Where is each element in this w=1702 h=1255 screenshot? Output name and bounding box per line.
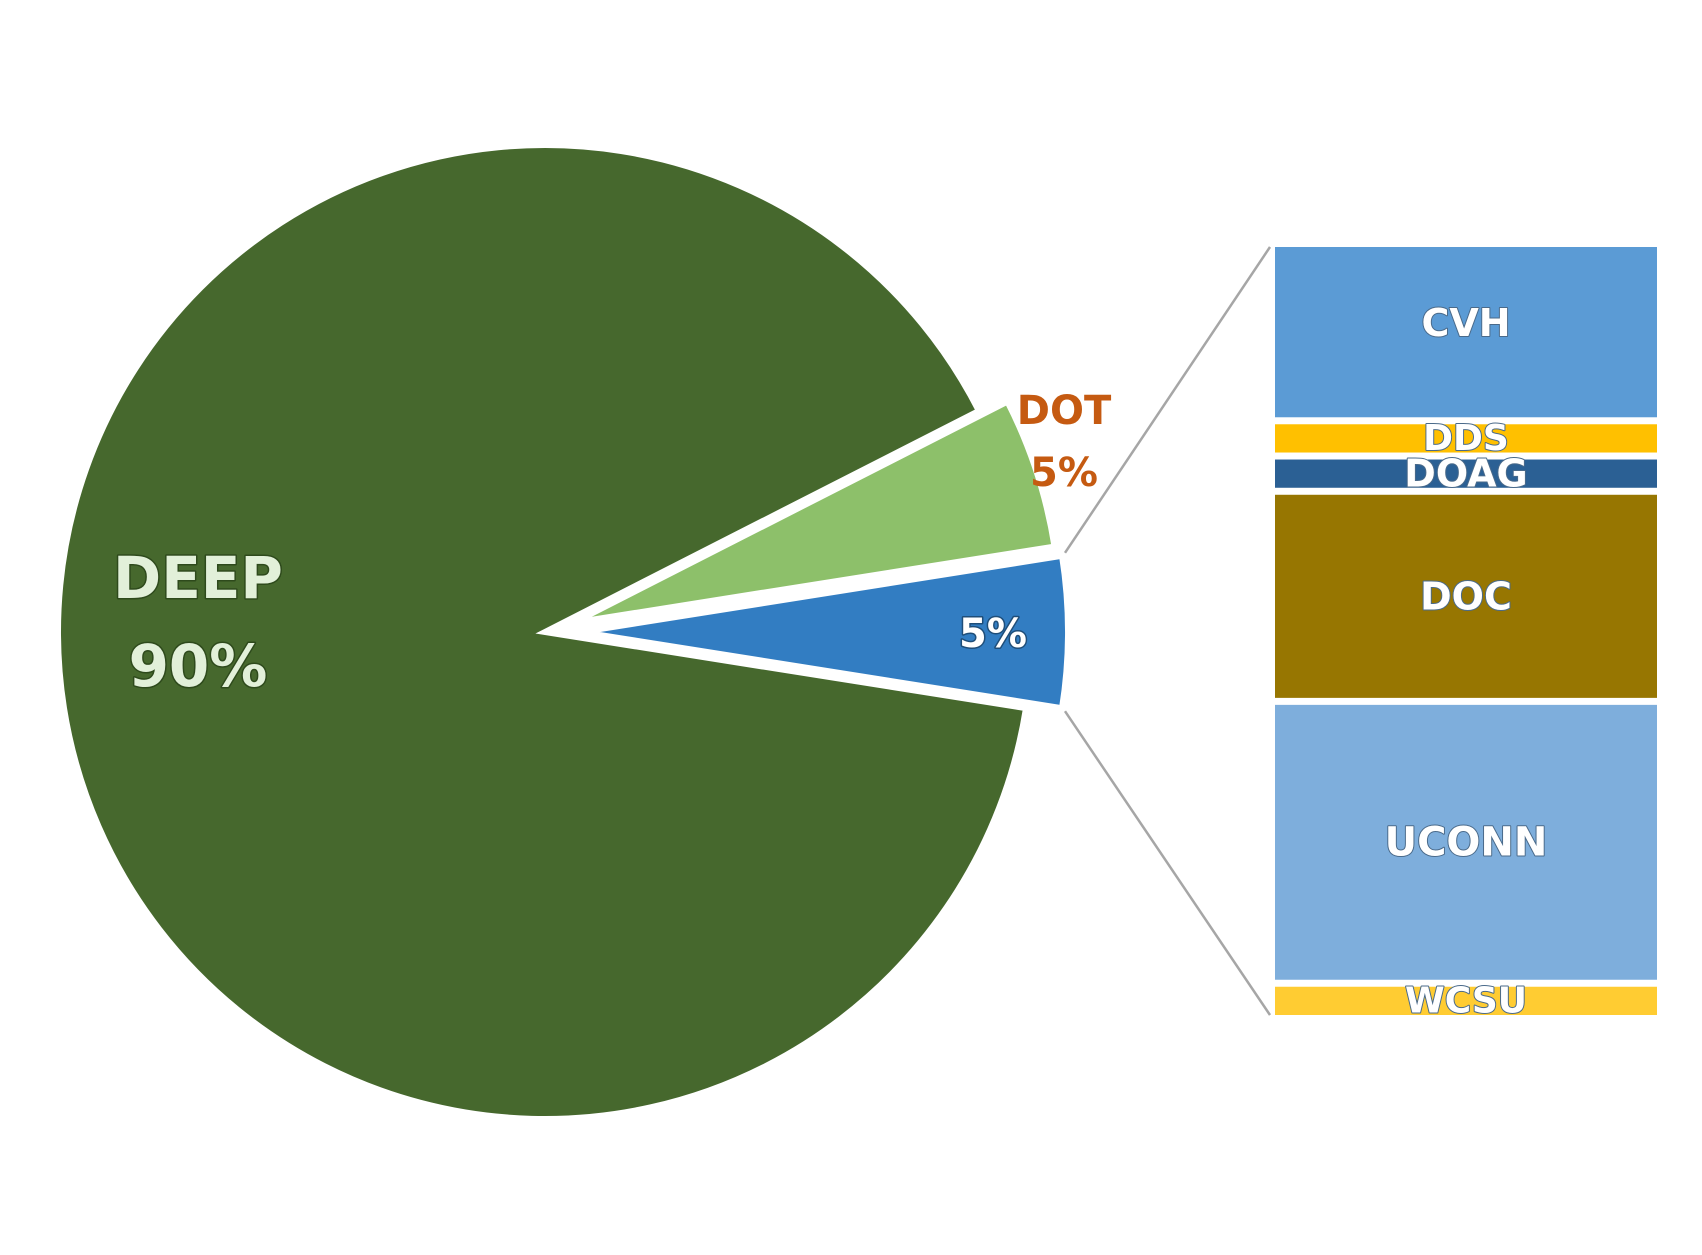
breakout-bar [1275, 247, 1657, 1015]
bar-segment-doag [1275, 459, 1657, 488]
bar-segment-cvh [1275, 247, 1657, 418]
bar-label-wcsu: WCSU [1405, 980, 1527, 1021]
pie-label-dot-name: DOT [1017, 388, 1112, 434]
connector-line-bottom [1063, 710, 1272, 1016]
connector-lines [1063, 246, 1272, 1016]
connector-line-top [1063, 246, 1272, 554]
pie-label-dot-percent: 5% [1030, 450, 1098, 496]
bar-label-uconn: UCONN [1385, 819, 1548, 865]
pie-slice-deep [55, 142, 1030, 1122]
pie-slice-other [580, 552, 1071, 712]
bar-segment-dds [1275, 424, 1657, 453]
pie-label-deep-name: DEEP [113, 544, 283, 612]
pie-slice-dot [572, 397, 1058, 626]
bar-label-doc: DOC [1420, 574, 1512, 618]
pie-label-other-percent: 5% [959, 611, 1027, 657]
bar-label-cvh: CVH [1421, 301, 1510, 345]
bar-segment-wcsu [1275, 986, 1657, 1015]
pie-label-deep-percent: 90% [129, 632, 268, 700]
bar-segment-uconn [1275, 704, 1657, 980]
bar-label-doag: DOAG [1404, 452, 1527, 496]
pie [55, 142, 1071, 1122]
bar-label-dds: DDS [1423, 418, 1509, 459]
bar-segment-doc [1275, 494, 1657, 698]
